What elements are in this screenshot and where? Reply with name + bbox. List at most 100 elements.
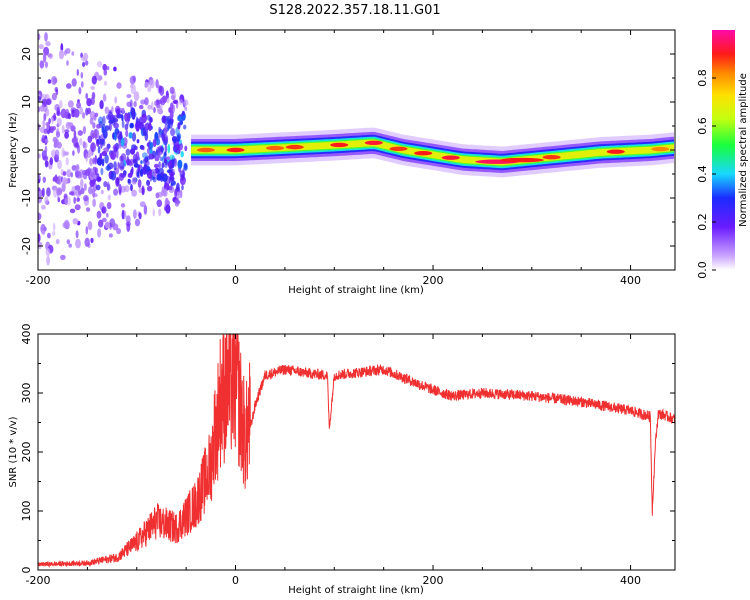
heatmap-cell xyxy=(38,33,41,41)
heatmap-cell xyxy=(94,112,99,118)
heatmap-cell xyxy=(144,132,149,141)
heatmap-cell xyxy=(96,123,101,129)
heatmap-cell xyxy=(181,184,184,191)
heatmap-cell xyxy=(94,154,98,165)
heatmap-cell xyxy=(144,159,150,167)
heatmap-cell xyxy=(127,112,131,122)
heatmap-cell xyxy=(101,217,107,223)
heatmap-cell xyxy=(111,106,114,113)
heatmap-cell xyxy=(70,125,76,132)
heatmap-cell xyxy=(120,185,126,193)
heatmap-cell xyxy=(51,92,58,101)
heatmap-cell xyxy=(92,198,96,207)
heatmap-cell xyxy=(130,83,134,89)
heatmap-cell xyxy=(57,197,61,203)
heatmap-cell xyxy=(125,221,131,227)
heatmap-cell xyxy=(85,60,89,66)
heatmap-cell xyxy=(169,160,173,169)
heatmap-cell xyxy=(100,139,103,149)
heatmap-cell xyxy=(62,171,67,176)
heatmap-cell xyxy=(168,107,171,113)
heatmap-cell xyxy=(93,174,97,180)
heatmap-cell xyxy=(83,194,89,202)
heatmap-cell xyxy=(177,159,183,169)
ridge-peak-5 xyxy=(364,140,383,145)
heatmap-cell xyxy=(44,160,49,168)
spectrogram-x-axis-label: Height of straight line (km) xyxy=(288,285,424,296)
heatmap-cell xyxy=(47,79,52,84)
heatmap-cell xyxy=(174,188,178,198)
heatmap-cell xyxy=(89,158,93,167)
heatmap-cell xyxy=(82,112,86,119)
spectrogram-heatmap xyxy=(38,32,674,266)
ridge-peak-6 xyxy=(389,146,408,151)
heatmap-cell xyxy=(170,180,176,186)
x-tick-label: 200 xyxy=(423,574,444,587)
heatmap-cell xyxy=(88,186,94,195)
heatmap-cell xyxy=(98,158,102,167)
heatmap-cell xyxy=(42,155,49,161)
heatmap-cell xyxy=(142,145,145,151)
heatmap-cell xyxy=(53,188,57,198)
heatmap-cell xyxy=(56,111,61,117)
heatmap-cell xyxy=(147,170,153,179)
heatmap-cell xyxy=(121,120,125,129)
heatmap-cell xyxy=(155,79,159,89)
heatmap-cell xyxy=(104,125,110,131)
heatmap-cell xyxy=(97,116,104,125)
heatmap-cell xyxy=(130,184,133,192)
heatmap-cell xyxy=(104,80,107,86)
heatmap-cell xyxy=(68,243,72,248)
heatmap-cell xyxy=(83,183,87,191)
heatmap-cell xyxy=(180,151,184,158)
heatmap-cell xyxy=(60,254,66,260)
heatmap-cell xyxy=(174,197,180,207)
ridge-peak-4 xyxy=(330,142,349,148)
heatmap-cell xyxy=(45,248,51,257)
y-tick-label: -20 xyxy=(20,237,33,255)
heatmap-cell xyxy=(116,228,121,235)
heatmap-cell xyxy=(65,48,71,54)
heatmap-cell xyxy=(44,196,49,205)
heatmap-cell xyxy=(101,158,105,167)
heatmap-cell xyxy=(38,153,41,159)
y-tick-label: -10 xyxy=(20,189,33,207)
heatmap-cell xyxy=(184,106,188,111)
colorbar-tick-label: 0.2 xyxy=(696,213,709,231)
heatmap-cell xyxy=(80,72,84,79)
heatmap-cell xyxy=(46,121,50,131)
heatmap-cell xyxy=(52,230,56,236)
heatmap-cell xyxy=(121,107,125,115)
heatmap-cell xyxy=(136,139,140,144)
heatmap-cell xyxy=(79,137,83,146)
heatmap-cell xyxy=(53,222,56,232)
heatmap-cell xyxy=(86,98,92,107)
heatmap-cell xyxy=(101,206,107,214)
heatmap-cell xyxy=(110,170,117,181)
heatmap-cell xyxy=(176,143,180,151)
heatmap-cell xyxy=(161,115,167,124)
heatmap-cell xyxy=(120,153,127,163)
ridge-peak-11 xyxy=(542,155,561,160)
heatmap-cell xyxy=(124,112,129,122)
heatmap-cell xyxy=(140,172,143,177)
heatmap-cell xyxy=(55,176,60,185)
heatmap-cell xyxy=(38,187,41,192)
heatmap-cell xyxy=(54,149,60,159)
heatmap-cell xyxy=(166,92,169,99)
heatmap-cell xyxy=(71,78,77,87)
heatmap-cell xyxy=(146,179,151,186)
heatmap-cell xyxy=(66,83,72,89)
heatmap-cell xyxy=(118,183,122,194)
heatmap-cell xyxy=(62,177,68,185)
heatmap-cell xyxy=(77,130,84,136)
heatmap-cell xyxy=(100,189,104,195)
x-tick-label: 400 xyxy=(620,574,641,587)
colorbar-tick-label: 0.8 xyxy=(696,69,709,87)
heatmap-cell xyxy=(115,176,120,187)
heatmap-cell xyxy=(146,185,153,192)
heatmap-cell xyxy=(172,100,178,104)
heatmap-cell xyxy=(179,99,183,105)
heatmap-cell xyxy=(90,172,95,178)
heatmap-cell xyxy=(184,145,188,152)
